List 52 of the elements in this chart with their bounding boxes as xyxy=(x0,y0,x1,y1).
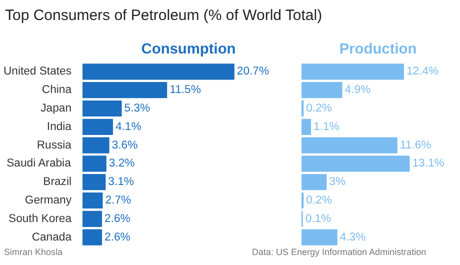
data-label: 11.5% xyxy=(170,84,201,96)
bar xyxy=(302,118,312,135)
data-label: 2.7% xyxy=(105,194,132,206)
data-label: 13.1% xyxy=(412,158,444,170)
y-tick-label: Germany xyxy=(24,194,72,206)
bar xyxy=(302,229,338,246)
data-label: 1.1% xyxy=(314,120,340,133)
data-label: 4.9% xyxy=(344,84,371,96)
bar xyxy=(82,210,102,227)
y-tick-label: Saudi Arabia xyxy=(6,158,72,170)
data-label: 3.1% xyxy=(108,176,134,188)
data-label: 20.7% xyxy=(236,66,270,78)
data-label: 4.3% xyxy=(340,231,366,244)
data-label: 0.2% xyxy=(306,102,332,114)
bar xyxy=(82,156,106,172)
text: Simran Khosla xyxy=(4,246,63,259)
text: Data: US Energy Information Administration xyxy=(252,246,426,259)
data-label: 3.2% xyxy=(108,158,135,170)
y-tick-label: Brazil xyxy=(43,176,72,188)
bar xyxy=(82,192,103,209)
y-tick-label: South Korea xyxy=(8,212,72,225)
bar xyxy=(82,100,122,117)
chart-title: Top Consumers of Petroleum (% of World Total) xyxy=(5,6,322,26)
data-label: 3.6% xyxy=(112,139,138,152)
data-label: 0.2% xyxy=(306,194,332,206)
bar xyxy=(302,64,404,80)
y-tick-label: India xyxy=(46,120,72,133)
data-label: 11.6% xyxy=(400,139,432,152)
data-label: 0.1% xyxy=(305,212,332,225)
data-label: 2.6% xyxy=(104,212,130,225)
chart-subtitle: Consumption xyxy=(141,42,236,58)
data-label: 4.1% xyxy=(115,120,142,133)
data-label: 2.6% xyxy=(104,231,130,244)
bar xyxy=(302,82,342,98)
chart-subtitle: Production xyxy=(339,42,417,58)
bar xyxy=(82,118,113,135)
y-tick-label: China xyxy=(42,84,72,96)
bar xyxy=(302,174,327,190)
y-tick-label: Russia xyxy=(36,139,72,152)
bar xyxy=(82,82,168,98)
bar xyxy=(82,64,234,80)
y-tick-label: United States xyxy=(3,66,72,78)
data-label: 3% xyxy=(329,176,346,188)
bar xyxy=(82,229,102,246)
y-tick-label: Japan xyxy=(40,102,72,114)
data-label: 12.4% xyxy=(406,66,439,78)
data-label: 5.3% xyxy=(124,102,150,114)
bar xyxy=(302,137,398,154)
y-tick-label: Canada xyxy=(32,231,72,244)
bar xyxy=(82,174,106,190)
bar xyxy=(82,137,110,154)
bar xyxy=(302,156,410,172)
